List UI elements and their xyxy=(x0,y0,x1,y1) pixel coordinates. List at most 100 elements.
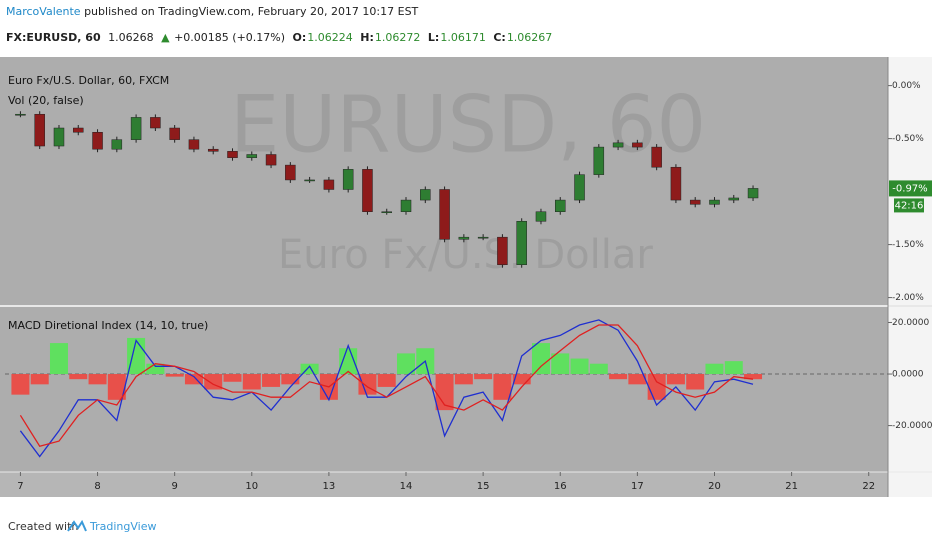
x-tick-label: 9 xyxy=(171,481,177,492)
y-tick-label: -1.50% xyxy=(892,240,924,250)
candle-body xyxy=(516,221,527,265)
histogram-bar xyxy=(69,374,88,380)
histogram-bar xyxy=(88,374,107,385)
c: 1.06267 xyxy=(506,31,553,44)
x-tick-label: 10 xyxy=(245,481,258,492)
countdown-tag xyxy=(894,198,924,213)
x-tick-label: 16 xyxy=(554,481,567,492)
candle-body xyxy=(150,117,161,129)
y-tick-label: 0.0000 xyxy=(892,370,924,380)
macd-line xyxy=(19,324,754,447)
candle-body xyxy=(458,236,470,240)
macd-title: MACD Diretional Index (14, 10, true) xyxy=(8,319,208,332)
x-tick-label: 8 xyxy=(94,481,100,492)
candle-body xyxy=(709,199,720,205)
y-tick-label: -0.50% xyxy=(892,134,924,144)
histogram-bar xyxy=(570,358,589,375)
histogram-bar xyxy=(30,374,49,385)
footer-brand[interactable]: TradingView xyxy=(89,520,156,533)
candle-body xyxy=(285,164,296,181)
candle-body xyxy=(554,199,566,212)
histogram-bar xyxy=(628,374,647,385)
y-tick-label: 0.00% xyxy=(892,81,921,91)
countdown-label: 42:16 xyxy=(895,200,924,211)
y-tick-label: -2.00% xyxy=(892,293,924,303)
candle-body xyxy=(188,139,200,150)
candle-body xyxy=(381,211,392,213)
histogram-bar xyxy=(705,363,724,375)
histogram-bar xyxy=(454,374,473,385)
x-axis-background xyxy=(0,472,888,497)
candle-body xyxy=(670,166,682,201)
candle-body xyxy=(323,179,335,190)
histogram-bar xyxy=(397,353,416,375)
l-label: L: xyxy=(427,31,440,44)
candle-body xyxy=(439,189,450,240)
pane-background xyxy=(0,57,888,497)
histogram-bar xyxy=(262,374,281,387)
histogram-bar xyxy=(666,374,685,385)
x-tick-label: 13 xyxy=(323,481,336,492)
histogram-bar xyxy=(107,374,126,400)
candle-body xyxy=(15,113,26,116)
o-label: O: xyxy=(292,31,307,44)
candle-body xyxy=(593,146,605,175)
histogram-bar xyxy=(609,374,628,380)
candle-body xyxy=(747,188,759,199)
histogram-bar xyxy=(474,374,493,380)
candle-body xyxy=(497,236,508,265)
candle-body xyxy=(246,154,258,158)
candle-body xyxy=(73,127,84,133)
y-tick-label: 20.0000 xyxy=(892,318,929,328)
histogram-bar xyxy=(724,361,743,375)
candle-body xyxy=(207,148,219,152)
histogram-bar xyxy=(281,374,300,385)
x-tick-label: 7 xyxy=(17,481,23,492)
candle-body xyxy=(111,139,123,150)
x-tick-label: 15 xyxy=(477,481,490,492)
x-tick-label: 14 xyxy=(400,481,413,492)
x-tick-label: 17 xyxy=(631,481,644,492)
arrow: ▲ xyxy=(161,31,170,44)
last-price-tag xyxy=(889,180,932,197)
watermark-description: Euro Fx/U.S. Dollar xyxy=(278,232,653,278)
histogram-bar xyxy=(647,374,666,400)
histogram-bar xyxy=(146,363,165,375)
x-tick-label: 21 xyxy=(785,481,798,492)
histogram-bar xyxy=(551,353,570,375)
change: +0.00185 (+0.17%) xyxy=(174,31,286,44)
candle-body xyxy=(477,236,489,239)
histogram-bar xyxy=(686,374,705,390)
candle-body xyxy=(400,199,412,212)
h: 1.06272 xyxy=(374,31,421,44)
candle-body xyxy=(53,127,65,147)
histogram-bar xyxy=(223,374,242,382)
histogram-bar xyxy=(589,363,608,375)
candle-body xyxy=(728,197,740,201)
candle-body xyxy=(169,127,180,140)
histogram-bar xyxy=(165,374,184,377)
histogram-bar xyxy=(377,374,396,387)
candle-body xyxy=(304,179,315,182)
candle-body xyxy=(342,169,354,190)
footer-created: Created with xyxy=(8,520,78,533)
candle-body xyxy=(130,117,142,140)
volume-legend: Vol (20, false) xyxy=(8,94,84,107)
footer: Created with TradingView xyxy=(8,519,156,533)
axis-background xyxy=(888,57,932,497)
header-line-1: MarcoValente published on TradingView.co… xyxy=(6,5,422,18)
c-label: C: xyxy=(493,31,506,44)
histogram-bar xyxy=(435,374,454,411)
price-title: Euro Fx/U.S. Dollar, 60, FXCM xyxy=(8,74,169,87)
candle-body xyxy=(265,154,277,166)
candle-body xyxy=(420,189,431,201)
candle-body xyxy=(612,142,624,148)
last-price-label: -0.97% xyxy=(892,183,927,194)
histogram-bar xyxy=(512,374,531,385)
candle-body xyxy=(34,113,45,147)
candle-body xyxy=(92,131,103,150)
histogram-bar xyxy=(531,343,550,375)
author[interactable]: MarcoValente xyxy=(6,5,81,18)
